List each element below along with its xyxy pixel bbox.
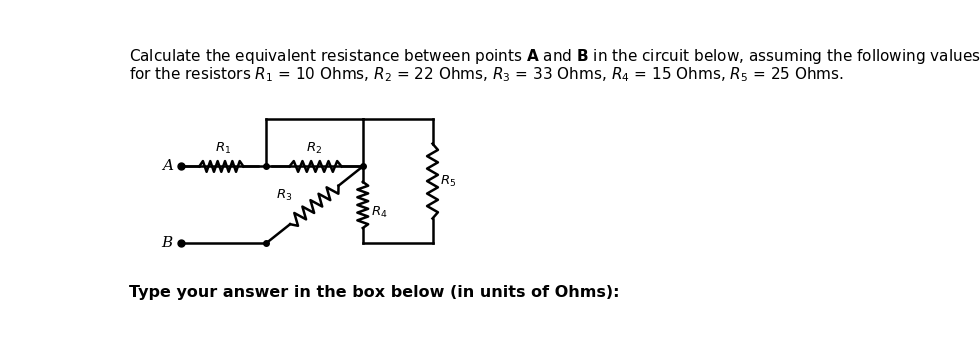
Text: $R_5$: $R_5$ bbox=[440, 173, 457, 189]
Text: $R_1$: $R_1$ bbox=[216, 141, 231, 156]
Text: $R_3$: $R_3$ bbox=[276, 188, 293, 203]
Text: $R_2$: $R_2$ bbox=[307, 141, 322, 156]
Text: A: A bbox=[162, 159, 172, 173]
Text: Calculate the equivalent resistance between points $\mathbf{A}$ and $\mathbf{B}$: Calculate the equivalent resistance betw… bbox=[128, 47, 980, 66]
Text: $R_4$: $R_4$ bbox=[370, 205, 387, 220]
Text: for the resistors $R_1$ = 10 Ohms, $R_2$ = 22 Ohms, $R_3$ = 33 Ohms, $R_4$ = 15 : for the resistors $R_1$ = 10 Ohms, $R_2$… bbox=[128, 65, 844, 84]
Text: Type your answer in the box below (in units of Ohms):: Type your answer in the box below (in un… bbox=[128, 285, 619, 299]
Text: B: B bbox=[162, 236, 172, 250]
